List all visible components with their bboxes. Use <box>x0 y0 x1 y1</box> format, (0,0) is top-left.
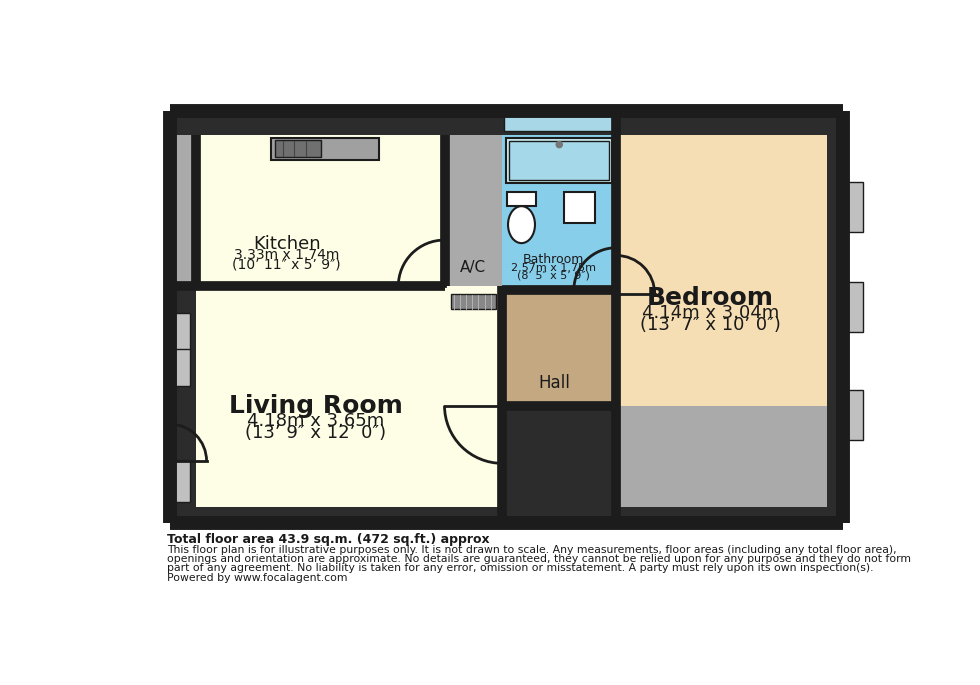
Text: (13’ 7″ x 10’ 0″): (13’ 7″ x 10’ 0″) <box>640 316 781 334</box>
Bar <box>840 282 863 332</box>
Circle shape <box>557 142 563 148</box>
Bar <box>504 109 614 131</box>
Bar <box>168 460 190 502</box>
Bar <box>445 134 503 286</box>
Text: (10’ 11″ x 5’ 9″): (10’ 11″ x 5’ 9″) <box>232 258 341 272</box>
Bar <box>196 134 445 286</box>
Text: 4.14m x 3.04m: 4.14m x 3.04m <box>642 304 779 322</box>
Bar <box>840 182 863 232</box>
Bar <box>503 290 616 406</box>
Ellipse shape <box>508 206 535 243</box>
Text: part of any agreement. No liability is taken for any error, omission or misstate: part of any agreement. No liability is t… <box>168 564 874 573</box>
Bar <box>840 390 863 440</box>
Text: 2.57m x 1.75m: 2.57m x 1.75m <box>512 263 597 273</box>
Text: openings and orientation are approximate. No details are guaranteed, they cannot: openings and orientation are approximate… <box>168 554 911 564</box>
Bar <box>510 142 610 180</box>
Text: (13’ 9″ x 12’ 0″): (13’ 9″ x 12’ 0″) <box>245 423 386 442</box>
Bar <box>616 406 827 507</box>
Bar <box>168 313 190 386</box>
Text: Bedroom: Bedroom <box>647 286 773 310</box>
Text: A/C: A/C <box>460 260 486 275</box>
Bar <box>271 138 379 160</box>
Bar <box>616 134 827 507</box>
Text: 4.18m x 3.65m: 4.18m x 3.65m <box>247 412 384 430</box>
Text: Powered by www.focalagent.com: Powered by www.focalagent.com <box>168 573 348 583</box>
Text: This floor plan is for illustrative purposes only. It is not drawn to scale. Any: This floor plan is for illustrative purp… <box>168 545 897 555</box>
Bar <box>451 294 496 310</box>
Text: Living Room: Living Room <box>229 394 403 418</box>
Text: Hall: Hall <box>538 373 569 392</box>
Text: Bathroom: Bathroom <box>523 253 584 266</box>
Text: Kitchen: Kitchen <box>253 235 320 253</box>
Bar <box>170 112 843 523</box>
Bar <box>507 192 536 206</box>
Text: 3.33m x 1.74m: 3.33m x 1.74m <box>234 249 339 262</box>
Bar <box>275 140 321 157</box>
Bar <box>506 138 612 183</box>
Bar <box>175 134 196 286</box>
Text: (8’ 5″ x 5’ 9″): (8’ 5″ x 5’ 9″) <box>517 271 590 280</box>
Bar <box>196 286 503 507</box>
Text: Total floor area 43.9 sq.m. (472 sq.ft.) approx: Total floor area 43.9 sq.m. (472 sq.ft.)… <box>168 534 490 547</box>
Bar <box>503 134 616 290</box>
Bar <box>564 192 595 223</box>
